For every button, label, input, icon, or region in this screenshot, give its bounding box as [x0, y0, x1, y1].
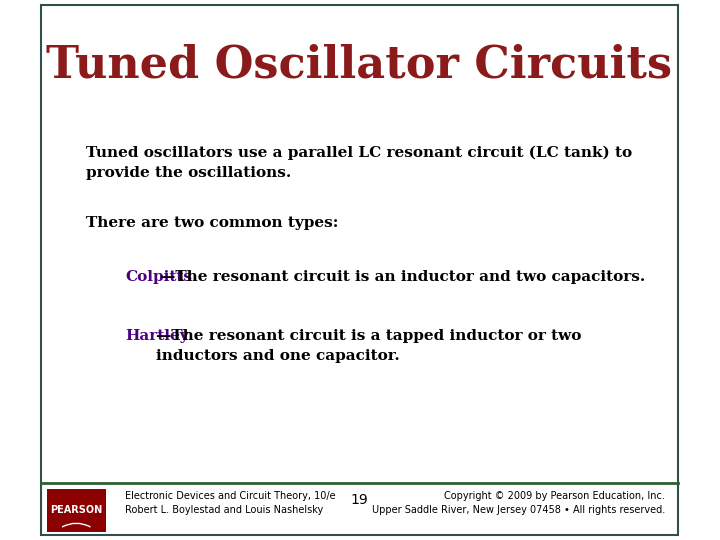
- Text: Tuned oscillators use a parallel LC resonant circuit (LC tank) to
provide the os: Tuned oscillators use a parallel LC reso…: [86, 146, 632, 180]
- Text: Colpitts: Colpitts: [125, 270, 192, 284]
- Text: Upper Saddle River, New Jersey 07458 • All rights reserved.: Upper Saddle River, New Jersey 07458 • A…: [372, 505, 665, 515]
- Text: Robert L. Boylestad and Louis Nashelsky: Robert L. Boylestad and Louis Nashelsky: [125, 505, 323, 515]
- Text: 19: 19: [351, 492, 368, 507]
- FancyBboxPatch shape: [47, 489, 106, 532]
- Text: Tuned Oscillator Circuits: Tuned Oscillator Circuits: [46, 43, 672, 86]
- Text: —The resonant circuit is a tapped inductor or two
inductors and one capacitor.: —The resonant circuit is a tapped induct…: [156, 329, 582, 363]
- Text: Copyright © 2009 by Pearson Education, Inc.: Copyright © 2009 by Pearson Education, I…: [444, 491, 665, 502]
- Text: —The resonant circuit is an inductor and two capacitors.: —The resonant circuit is an inductor and…: [161, 270, 646, 284]
- Text: Hartley: Hartley: [125, 329, 189, 343]
- Text: There are two common types:: There are two common types:: [86, 216, 338, 230]
- Text: PEARSON: PEARSON: [50, 505, 102, 515]
- Text: Electronic Devices and Circuit Theory, 10/e: Electronic Devices and Circuit Theory, 1…: [125, 491, 336, 502]
